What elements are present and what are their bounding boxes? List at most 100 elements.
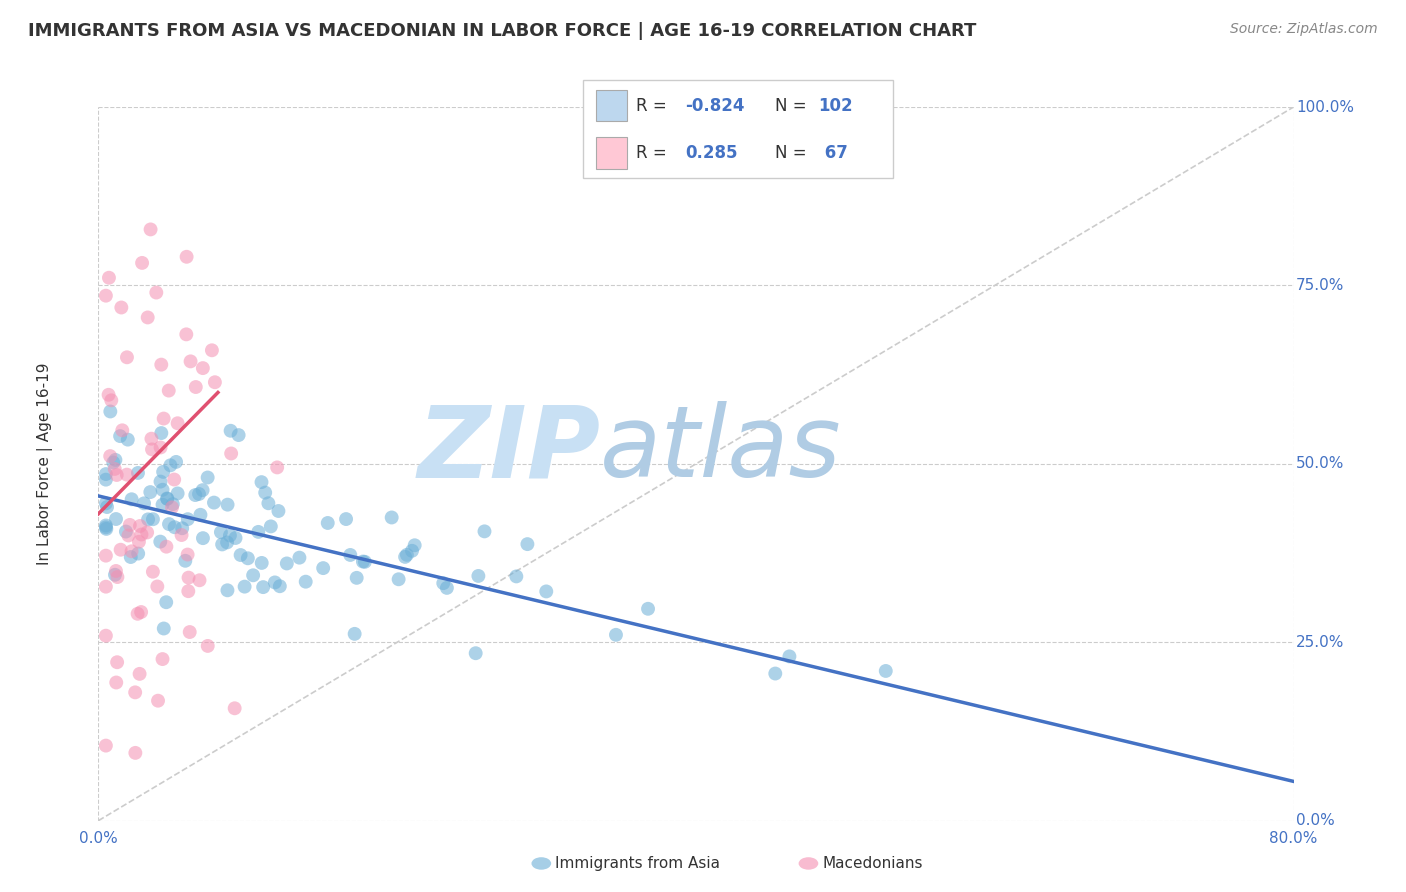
Text: 0.285: 0.285 — [686, 144, 738, 161]
Point — [217, 498, 239, 512]
Point — [110, 542, 132, 557]
Text: IMMIGRANTS FROM ASIA VS MACEDONIAN IN LABOR FORCE | AGE 16-19 CORRELATION CHART: IMMIGRANTS FROM ASIA VS MACEDONIAN IN LA… — [28, 22, 977, 40]
Point — [127, 547, 149, 561]
Text: 25.0%: 25.0% — [1296, 635, 1344, 649]
Point — [276, 557, 298, 571]
Point — [266, 460, 288, 475]
Point — [219, 424, 242, 438]
Point — [150, 358, 173, 372]
Point — [97, 270, 120, 285]
Text: 100.0%: 100.0% — [1296, 100, 1354, 114]
Point — [778, 649, 800, 664]
Point — [128, 666, 150, 681]
Point — [163, 473, 186, 487]
Point — [201, 343, 224, 358]
Point — [111, 423, 134, 437]
Point — [177, 512, 200, 526]
Point — [121, 492, 143, 507]
Point — [128, 534, 150, 549]
Text: 0.0%: 0.0% — [79, 831, 118, 847]
Point — [177, 584, 200, 599]
Point — [136, 512, 159, 526]
Text: Immigrants from Asia: Immigrants from Asia — [555, 856, 720, 871]
Point — [174, 554, 197, 568]
Point — [294, 574, 316, 589]
Point — [152, 622, 174, 636]
Point — [152, 465, 174, 479]
Point — [157, 384, 180, 398]
Point — [505, 569, 527, 583]
Point — [115, 524, 138, 539]
Point — [107, 570, 129, 584]
Point — [131, 527, 153, 541]
Point — [269, 579, 291, 593]
Point — [177, 571, 200, 585]
Point — [190, 508, 212, 522]
Point — [252, 580, 274, 594]
Point — [339, 548, 361, 562]
Text: Macedonians: Macedonians — [823, 856, 922, 871]
Text: 67: 67 — [818, 144, 848, 161]
Point — [136, 310, 159, 325]
Point — [159, 458, 181, 473]
Text: N =: N = — [775, 144, 813, 161]
Point — [209, 525, 232, 540]
Point — [637, 601, 659, 615]
Point — [165, 455, 187, 469]
Point — [381, 510, 404, 524]
Point — [316, 516, 339, 530]
Point — [257, 496, 280, 510]
Point — [139, 485, 162, 500]
Point — [312, 561, 335, 575]
Point — [176, 327, 198, 342]
Point — [105, 675, 128, 690]
Point — [142, 512, 165, 526]
Point — [288, 550, 311, 565]
Point — [875, 664, 897, 678]
Point — [146, 694, 169, 708]
Point — [229, 548, 252, 562]
Point — [211, 537, 233, 551]
Point — [263, 575, 285, 590]
Text: In Labor Force | Age 16-19: In Labor Force | Age 16-19 — [37, 362, 52, 566]
Point — [94, 518, 117, 533]
Point — [115, 467, 138, 482]
Point — [179, 625, 201, 640]
Point — [184, 380, 207, 394]
Point — [254, 485, 277, 500]
Point — [467, 569, 489, 583]
Point — [141, 442, 163, 457]
Point — [516, 537, 538, 551]
Point — [180, 354, 202, 368]
FancyBboxPatch shape — [596, 137, 627, 169]
Point — [346, 571, 368, 585]
Point — [110, 301, 132, 315]
Point — [343, 627, 366, 641]
Point — [94, 580, 117, 594]
Point — [464, 646, 486, 660]
Point — [176, 548, 198, 562]
Point — [191, 483, 214, 497]
Text: 75.0%: 75.0% — [1296, 278, 1344, 293]
Point — [94, 520, 117, 534]
Text: ZIP: ZIP — [418, 401, 600, 498]
Point — [197, 470, 219, 484]
Point — [163, 520, 186, 534]
Point — [150, 425, 173, 440]
Point — [94, 629, 117, 643]
Point — [225, 531, 247, 545]
Point — [202, 495, 225, 509]
Point — [247, 524, 270, 539]
Point — [142, 565, 165, 579]
Point — [131, 256, 153, 270]
Point — [149, 475, 172, 489]
Text: R =: R = — [636, 144, 672, 161]
Point — [184, 488, 207, 502]
Point — [354, 555, 377, 569]
Point — [141, 432, 163, 446]
Point — [404, 538, 426, 552]
Point — [260, 519, 283, 533]
Point — [401, 544, 423, 558]
Point — [250, 556, 273, 570]
Point — [149, 441, 172, 455]
